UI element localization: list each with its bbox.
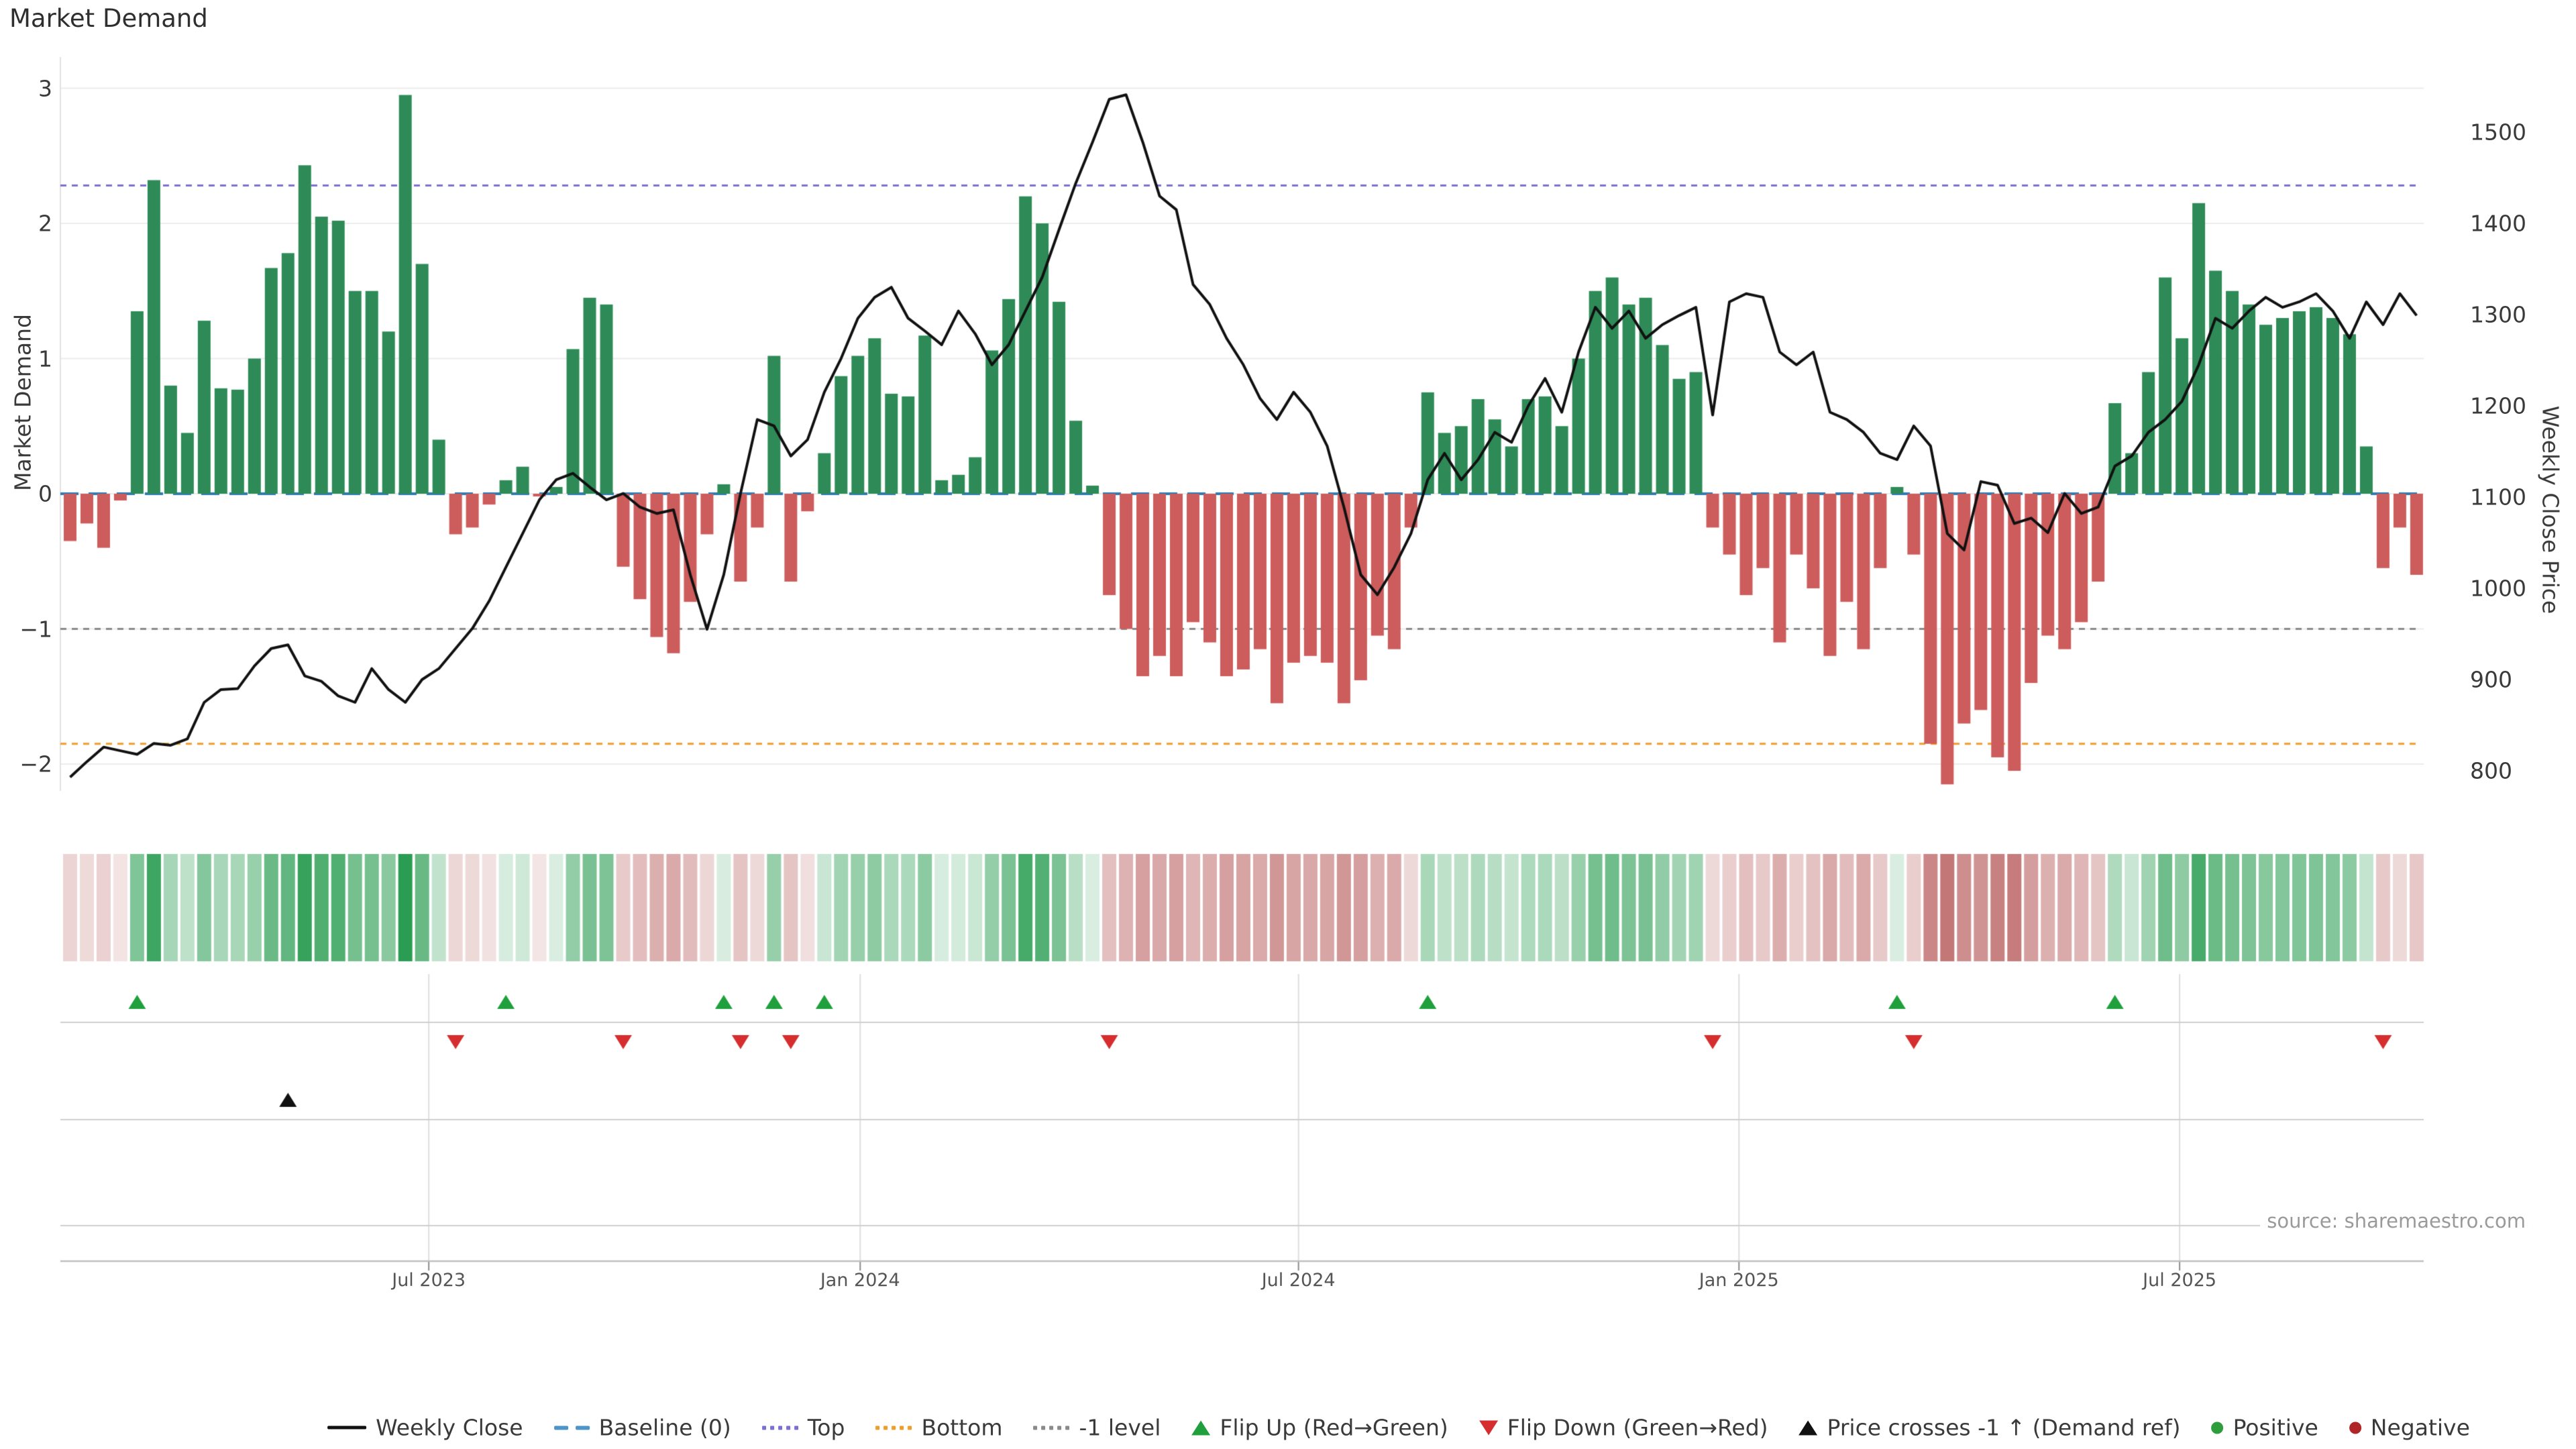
legend-item: Top [761, 1414, 845, 1441]
right-axis-tick-label: 800 [2470, 757, 2512, 784]
left-axis-tick-label: 3 [38, 75, 52, 101]
right-axis-tick-label: 1300 [2470, 301, 2526, 328]
legend-label: Top [807, 1414, 845, 1441]
source-note: source: sharemaestro.com [2260, 1210, 2532, 1232]
legend-label: Bottom [921, 1414, 1003, 1441]
triangle-down-icon [1479, 1420, 1498, 1435]
legend-label: Flip Up (Red→Green) [1220, 1414, 1448, 1441]
legend-dashed-line-swatch [553, 1426, 590, 1430]
legend-item: Flip Up (Red→Green) [1191, 1415, 1448, 1441]
legend-item: Price crosses -1 ↑ (Demand ref) [1799, 1415, 2181, 1441]
legend-label: Weekly Close [376, 1414, 523, 1441]
left-axis-tick-label: 0 [38, 480, 52, 507]
legend-label: Price crosses -1 ↑ (Demand ref) [1827, 1414, 2181, 1441]
legend-item: Weekly Close [327, 1415, 523, 1441]
legend-line-swatch [327, 1426, 367, 1430]
x-axis-tick-label: Jul 2024 [1261, 1270, 1336, 1291]
dot-icon [2211, 1421, 2224, 1434]
triangle-up-icon [1799, 1420, 1818, 1435]
x-axis-tick-label: Jan 2024 [820, 1270, 900, 1291]
legend-label: Negative [2370, 1414, 2470, 1441]
x-axis-tick-label: Jul 2023 [392, 1270, 466, 1291]
chart-legend: Weekly Close Baseline (0) Top Bottom -1 leve… [327, 1415, 2470, 1441]
left-axis-tick-label: −2 [19, 751, 52, 777]
legend-item: Bottom [875, 1415, 1002, 1441]
right-axis-tick-label: 900 [2470, 666, 2512, 693]
dot-icon [2349, 1421, 2361, 1434]
legend-item: Positive [2211, 1414, 2318, 1441]
right-axis-tick-label: 1500 [2470, 119, 2526, 146]
legend-item: Negative [2349, 1415, 2470, 1441]
x-axis-tick-label: Jul 2025 [2143, 1270, 2217, 1291]
page-title: Market Demand [9, 4, 208, 33]
right-axis-tick-label: 1000 [2470, 575, 2526, 602]
legend-dotted-line-swatch [875, 1426, 912, 1430]
right-axis-tick-label: 1400 [2470, 210, 2526, 237]
triangle-up-icon [1191, 1420, 1211, 1435]
legend-label: -1 level [1079, 1414, 1161, 1441]
legend-item: Baseline (0) [553, 1414, 731, 1441]
x-axis-tick-label: Jan 2025 [1699, 1270, 1779, 1291]
left-axis-tick-label: 1 [38, 345, 52, 372]
right-axis-tick-label: 1100 [2470, 484, 2526, 511]
right-axis-tick-label: 1200 [2470, 392, 2526, 419]
legend-dotted-line-swatch [1033, 1426, 1070, 1430]
legend-label: Flip Down (Green→Red) [1507, 1414, 1768, 1441]
legend-item: -1 level [1033, 1415, 1161, 1441]
right-axis-label: Weekly Close Price [2537, 405, 2564, 614]
legend-label: Positive [2233, 1414, 2318, 1441]
left-axis-label: Market Demand [9, 314, 36, 491]
left-axis-tick-label: −1 [19, 616, 52, 642]
legend-label: Baseline (0) [598, 1414, 731, 1441]
left-axis-tick-label: 2 [38, 210, 52, 237]
legend-dotted-line-swatch [761, 1426, 798, 1430]
legend-item: Flip Down (Green→Red) [1479, 1415, 1768, 1441]
